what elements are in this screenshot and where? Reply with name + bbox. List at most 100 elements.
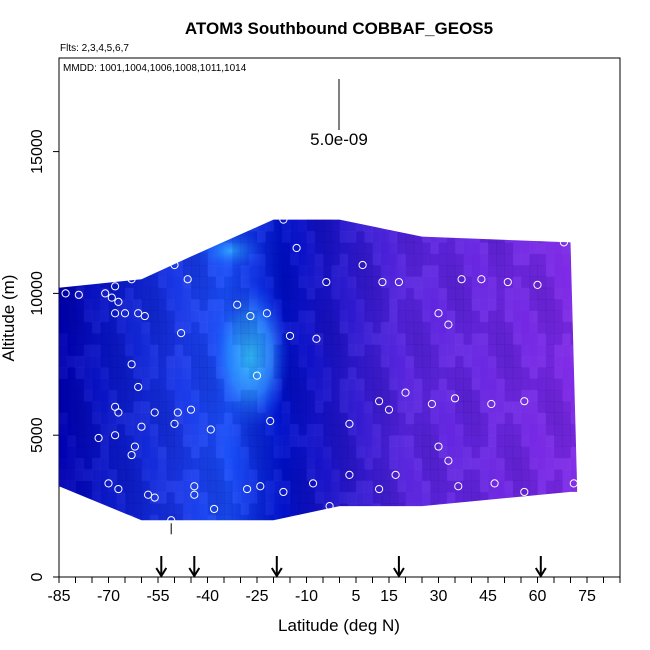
heatmap-cell [579,447,588,459]
heatmap-cell [59,276,68,289]
heatmap-cell [554,491,563,504]
heatmap-cell [207,253,217,266]
heatmap-cell [389,321,398,334]
heatmap-cell [521,413,530,425]
heatmap-cell [133,457,142,470]
heatmap-cell [455,310,464,323]
heatmap-cell [216,333,225,345]
heatmap-cell [480,288,489,300]
heatmap-cell [380,503,390,516]
heatmap-cell [182,242,192,255]
heatmap-cell [339,310,349,323]
heatmap-cell [150,447,159,459]
heatmap-cell [314,389,324,402]
heatmap-cell [389,514,398,521]
heatmap-cell [339,231,349,243]
heatmap-cell [488,219,497,221]
heatmap-cell [232,231,241,243]
heatmap-cell [504,378,514,391]
heatmap-cell [298,367,307,379]
heatmap-cell [488,276,497,289]
heatmap-cell [413,435,423,448]
heatmap-cell [125,514,134,521]
heatmap-cell [405,219,415,232]
heatmap-cell [199,276,208,289]
heatmap-cell [100,219,109,221]
heatmap-cell [183,378,192,390]
heatmap-cell [405,276,415,289]
heatmap-cell [480,378,489,390]
heatmap-cell [67,265,76,277]
heatmap-cell [182,253,192,266]
heatmap-cell [554,254,563,266]
heatmap-cell [356,480,365,493]
heatmap-cell [257,253,266,266]
heatmap-cell [75,514,85,521]
heatmap-cell [182,446,192,459]
heatmap-cell [521,491,530,504]
heatmap-cell [331,469,340,482]
heatmap-cell [182,503,192,516]
heatmap-cell [554,389,563,402]
heatmap-cell [191,378,200,391]
heatmap-cell [455,447,464,459]
heatmap-cell [430,299,439,311]
heatmap-cell [100,355,109,368]
heatmap-cell [545,219,555,232]
heatmap-cell [504,333,514,345]
heatmap-cell [232,299,241,311]
heatmap-cell [100,321,109,334]
heatmap-cell [397,491,406,504]
heatmap-cell [274,401,283,413]
heatmap-cell [290,287,299,300]
heatmap-cell [570,435,578,448]
heatmap-cell [364,299,373,311]
heatmap-cell [182,480,192,493]
heatmap-cell [298,378,307,391]
heatmap-cell [331,219,340,221]
heatmap-cell [281,276,291,289]
heatmap-cell [125,378,134,391]
heatmap-cell [438,378,448,391]
heatmap-cell [521,253,530,266]
heatmap-cell [339,378,349,391]
heatmap-cell [529,469,538,482]
heatmap-cell [248,355,258,368]
heatmap-cell [75,231,85,243]
heatmap-cell [224,378,233,391]
heatmap-cell [356,253,365,266]
heatmap-cell [75,378,85,391]
heatmap-cell [281,412,291,425]
heatmap-cell [158,435,167,448]
heatmap-cell [364,515,373,527]
heatmap-cell [273,253,283,266]
heatmap-cell [158,480,167,493]
heatmap-cell [545,378,555,391]
heatmap-cell [538,435,547,447]
heatmap-cell [125,491,134,504]
heatmap-cell [372,503,382,516]
heatmap-cell [265,219,274,232]
heatmap-cell [298,423,307,436]
heatmap-cell [570,219,578,221]
heatmap-cell [389,503,398,516]
heatmap-cell [306,276,316,289]
heatmap-cell [183,299,192,311]
heatmap-cell [59,469,68,482]
heatmap-cell [364,503,373,515]
heatmap-cell [174,446,184,459]
observation-point [130,442,139,451]
heatmap-cell [208,208,217,220]
heatmap-cell [108,333,118,345]
heatmap-cell [298,469,307,482]
heatmap-cell [314,333,324,345]
heatmap-cell [257,208,266,220]
heatmap-cell [314,503,324,516]
heatmap-cell [356,390,365,402]
heatmap-cell [562,401,571,414]
heatmap-cell [59,435,68,447]
heatmap-cell [455,299,464,311]
heatmap-cell [158,378,167,391]
heatmap-cell [108,367,118,379]
heatmap-cell [207,310,217,323]
